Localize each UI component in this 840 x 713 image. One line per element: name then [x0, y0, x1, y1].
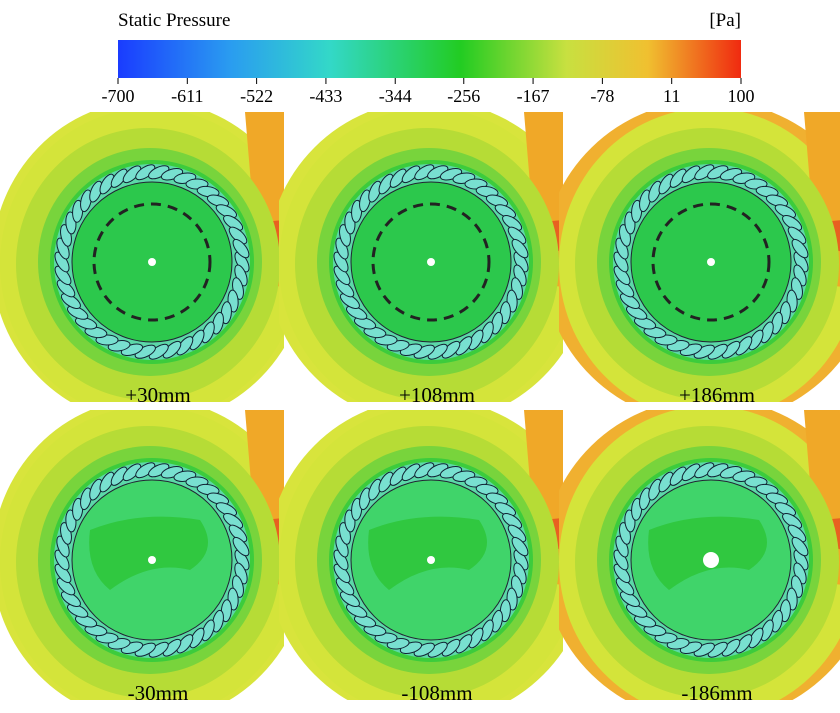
tick-label: -167 [517, 86, 550, 106]
colorbar [118, 40, 741, 78]
figure: Static Pressure [Pa] -700 -611 -522 -433 -34… [0, 0, 840, 713]
contour-field [267, 398, 591, 713]
contour-panel: -30mm [0, 398, 308, 713]
contour-field [543, 398, 840, 713]
tick-label: -433 [309, 86, 342, 106]
contour-field [0, 398, 308, 713]
contour-panel: +186mm [543, 100, 840, 424]
tick-label: -256 [447, 86, 480, 106]
colorbar-title: Static Pressure [118, 10, 230, 31]
tick-label: -78 [590, 86, 614, 106]
tick-label: 11 [663, 86, 680, 106]
shaft [148, 258, 156, 266]
tick-label: -700 [102, 86, 135, 106]
tick-label: 100 [728, 86, 755, 106]
tick-label: -344 [379, 86, 412, 106]
contour-panel: +108mm [267, 100, 591, 424]
contour-field [267, 100, 591, 424]
panel-label: -186mm [681, 681, 752, 705]
colorbar-unit: [Pa] [709, 10, 741, 31]
contour-panel: -186mm [543, 398, 840, 713]
shaft [427, 258, 435, 266]
panel-label: +186mm [679, 383, 755, 407]
shaft [427, 556, 435, 564]
panel-label: +108mm [399, 383, 475, 407]
tick-label: -522 [240, 86, 273, 106]
panel-label: -30mm [128, 681, 189, 705]
shaft [148, 556, 156, 564]
panels: +30mm +108mm +186mm -30mm -108mm -186mm [0, 100, 840, 713]
tick-label: -611 [171, 86, 203, 106]
shaft [707, 258, 715, 266]
panel-label: +30mm [125, 383, 191, 407]
panel-label: -108mm [401, 681, 472, 705]
contour-field [0, 100, 308, 424]
colorbar-ticks: -700 -611 -522 -433 -344 -256 -167 -78 11 100 [102, 78, 755, 106]
shaft [703, 552, 719, 568]
contour-panel: -108mm [267, 398, 591, 713]
contour-panel: +30mm [0, 100, 308, 424]
contour-field [543, 100, 840, 424]
